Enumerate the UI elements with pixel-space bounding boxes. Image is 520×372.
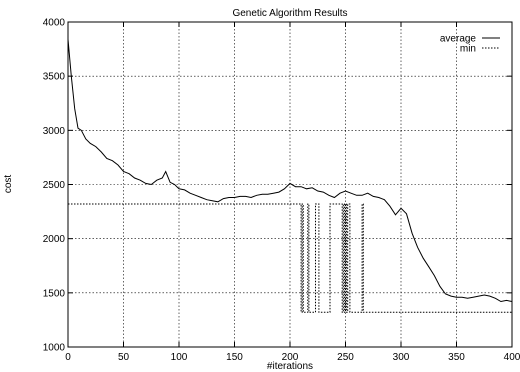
axis-ticks: 0 50 100 150 200 250 300 350 400 1000 1500 2000 2500… <box>43 18 520 364</box>
x-axis-label: #iterations <box>267 361 313 372</box>
legend-label-average: average <box>440 34 477 45</box>
series-line-min <box>68 203 512 313</box>
x-tick-label: 50 <box>118 352 130 363</box>
y-tick-label: 2000 <box>43 234 66 245</box>
grid <box>68 22 512 347</box>
x-tick-label: 250 <box>337 352 354 363</box>
legend-label-min: min <box>460 44 476 55</box>
x-tick-label: 0 <box>65 352 71 363</box>
y-tick-label: 1000 <box>43 343 66 354</box>
x-tick-label: 300 <box>393 352 410 363</box>
series-line-average <box>67 39 513 303</box>
y-axis-label: cost <box>3 175 14 194</box>
x-tick-label: 350 <box>448 352 465 363</box>
x-tick-label: 200 <box>282 352 299 363</box>
y-tick-label: 2500 <box>43 180 66 191</box>
series-group <box>67 39 513 313</box>
x-tick-label: 400 <box>504 352 520 363</box>
x-tick-label: 150 <box>226 352 243 363</box>
x-tick-label: 100 <box>171 352 188 363</box>
y-tick-label: 1500 <box>43 288 66 299</box>
y-tick-label: 3500 <box>43 72 66 83</box>
y-tick-label: 3000 <box>43 126 66 137</box>
chart-title: Genetic Algorithm Results <box>232 8 347 19</box>
y-tick-label: 4000 <box>43 18 66 29</box>
